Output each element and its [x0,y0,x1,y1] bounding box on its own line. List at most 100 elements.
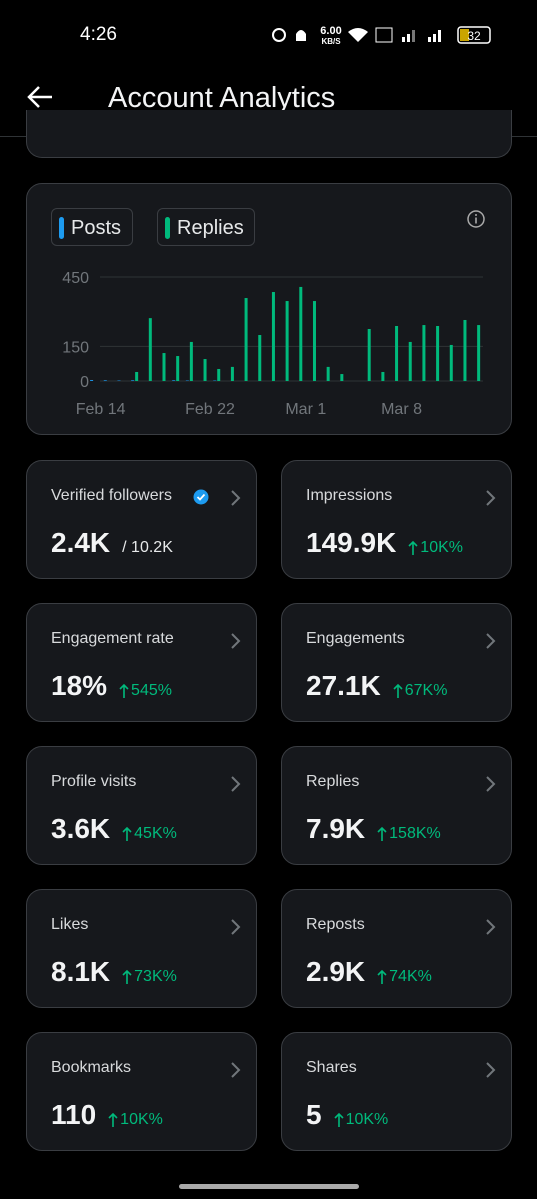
signal-icon [407,34,410,42]
legend-swatch [165,217,170,239]
metric-card[interactable]: Impressions 149.9K 10K% [281,460,512,579]
chevron [231,919,241,935]
metric-value: 110 [51,1099,97,1130]
metric-value: 18% [51,670,108,701]
up-arrow [408,540,418,555]
metric-total: / 10.2K [122,539,173,556]
bar [381,371,385,381]
metric-value: 27.1K [306,670,381,701]
y-tick-label: 0 [80,374,89,391]
metric-change: 10K% [420,539,463,556]
header-title: Account Analytics [108,82,336,114]
up-arrow [377,826,387,841]
bar [408,341,412,381]
metric-label: Replies [306,773,360,790]
back-button[interactable] [26,84,56,110]
metric-card[interactable]: Replies 7.9K 158K% [281,746,512,865]
metric-card[interactable]: Verified followers 2.4K / 10.2K [26,460,257,579]
metric-card[interactable]: Engagement rate 18% 545% [26,603,257,722]
metric-label: Shares [306,1059,357,1076]
chart: 0 150 450 Feb 14 Feb 22 Mar 1 Mar 8 [62,270,483,418]
bar [285,301,289,381]
bar [436,325,440,381]
metric-value: 149.9K [306,527,397,558]
speed-unit: KB/S [321,37,341,46]
up-arrow [122,969,132,984]
bar [217,368,221,381]
verified-badge [193,489,209,505]
info-icon[interactable] [466,209,486,229]
y-tick-label: 450 [62,270,89,287]
chevron [486,919,496,935]
bar [340,374,344,381]
signal-icon [428,37,431,42]
bar [367,329,371,381]
metric-value: 3.6K [51,813,111,844]
chevron [231,490,241,506]
up-arrow [393,683,403,698]
metric-change: 67K% [404,682,448,699]
battery-text: 32 [467,29,481,43]
chevron [231,776,241,792]
speed: 6.00 [320,25,341,37]
metric-value: 8.1K [51,956,111,987]
metric-card[interactable]: Profile visits 3.6K 45K% [26,746,257,865]
metric-label: Likes [51,916,89,933]
metric-change: 74K% [389,968,432,985]
bar [258,335,262,381]
metric-card[interactable]: Reposts 2.9K 74K% [281,889,512,1008]
metric-card[interactable]: Shares 5 10K% [281,1032,512,1151]
legend-replies[interactable]: Replies [157,208,255,246]
wifi-icon [348,28,368,42]
bar [176,356,180,381]
metric-change: 10K% [120,1111,163,1128]
metric-value: 7.9K [306,813,366,844]
metric-card[interactable]: Likes 8.1K 73K% [26,889,257,1008]
metric-card[interactable]: Engagements 27.1K 67K% [281,603,512,722]
metric-change: 73K% [134,968,177,985]
metric-change: 45K% [134,825,177,842]
metric-label: Verified followers [51,487,172,504]
metric-label: Engagements [306,630,405,647]
bar [395,325,399,381]
status-time: 4:26 [80,24,117,45]
up-arrow [334,1112,344,1127]
signal-icon [433,34,436,42]
metric-label: Impressions [306,487,393,504]
x-tick-label: Mar 8 [381,401,422,418]
metric-card[interactable]: Bookmarks 110 10K% [26,1032,257,1151]
up-arrow [377,969,387,984]
metric-label: Engagement rate [51,630,174,647]
metric-value: 2.9K [306,956,366,987]
bar [230,366,234,381]
chevron [231,633,241,649]
bar [326,366,330,381]
bar [103,380,107,381]
bar [135,371,139,381]
bar [162,353,166,381]
bar [271,292,275,381]
bar [477,325,481,381]
metric-label: Profile visits [51,773,137,790]
x-tick-label: Mar 1 [285,401,326,418]
metric-change: 10K% [345,1111,389,1128]
signal-icon [412,30,415,42]
bar [131,380,135,381]
chevron [486,776,496,792]
bar [148,318,152,381]
home-indicator [179,1184,359,1189]
signal-icon [402,37,405,42]
battery-level [460,29,469,41]
chevron [231,1062,241,1078]
legend-posts[interactable]: Posts [51,208,133,246]
mute-icon [296,30,306,41]
metric-label: Reposts [306,916,365,933]
battery-icon [457,26,491,44]
signal-icon [438,30,441,42]
metric-value: 2.4K [51,527,111,558]
metric-change: 545% [131,682,172,699]
up-arrow [122,826,132,841]
up-arrow [108,1112,118,1127]
bar [172,380,176,381]
